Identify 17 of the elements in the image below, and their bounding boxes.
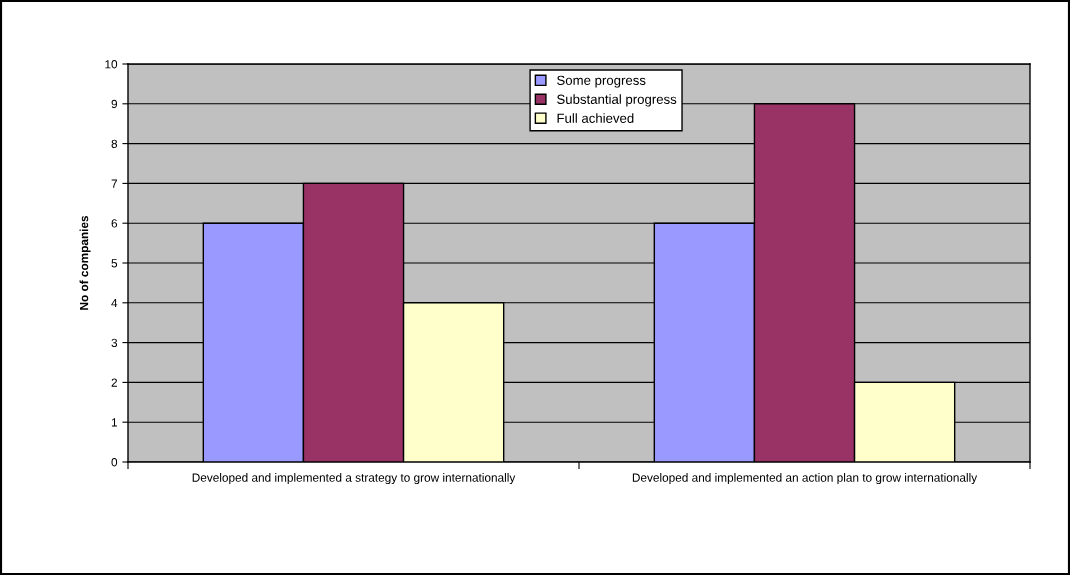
y-tick-label: 2 <box>111 378 117 387</box>
y-tick-label: 9 <box>111 99 118 109</box>
y-tick-label: 1 <box>111 418 118 427</box>
y-tick-label: 5 <box>111 259 118 268</box>
y-tick-label: 4 <box>111 298 118 308</box>
y-tick-label: 8 <box>111 139 118 148</box>
y-axis-title: No of companies <box>79 215 91 310</box>
x-tick-label: Developed and implemented an action plan to grow internationally <box>632 473 978 485</box>
y-tick-label: 10 <box>105 60 118 69</box>
y-tick-label: 7 <box>111 179 117 188</box>
legend-label: Full achieved <box>557 113 634 123</box>
y-tick-label: 0 <box>111 458 118 467</box>
legend-label: Some progress <box>557 75 646 88</box>
y-tick-label: 6 <box>111 219 118 228</box>
y-tick-label: 3 <box>111 338 118 347</box>
legend-label: Substantial progress <box>557 94 677 107</box>
x-tick-label: Developed and implemented a strategy to grow internationally <box>192 473 516 485</box>
